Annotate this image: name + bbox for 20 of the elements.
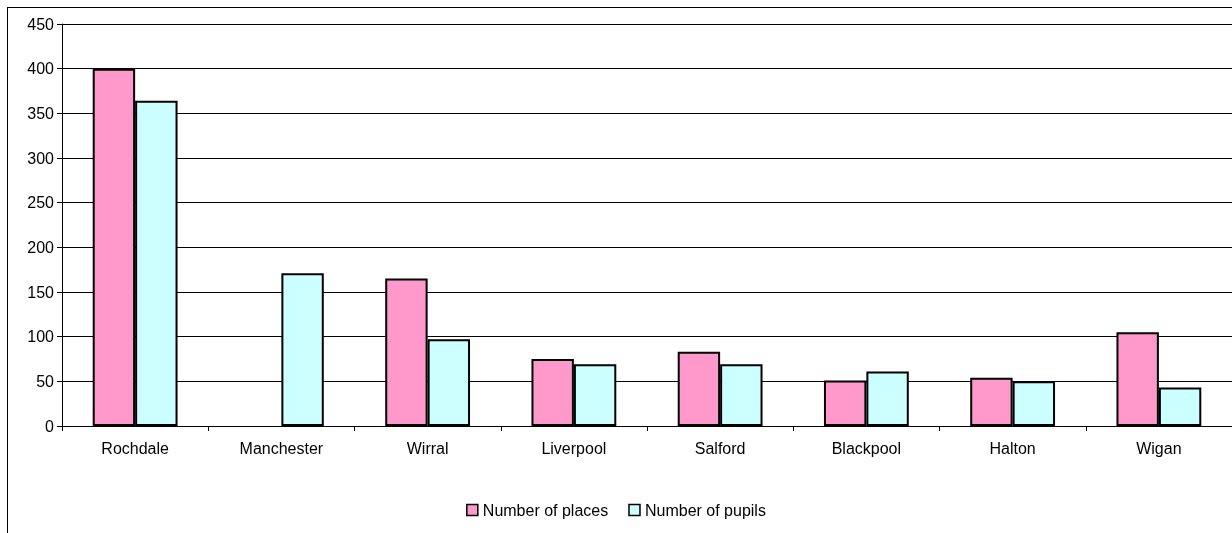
x-tick-label: Wirral	[406, 439, 449, 457]
x-tick-label: Halton	[989, 439, 1036, 457]
x-tick-label: Manchester	[239, 439, 324, 457]
legend-label: Number of pupils	[644, 501, 766, 519]
x-tick-label: Liverpool	[541, 439, 607, 457]
x-tick-label: Rochdale	[101, 439, 170, 457]
y-tick-label: 50	[36, 372, 55, 390]
y-tick-label: 350	[27, 104, 55, 122]
y-tick-label: 300	[27, 149, 55, 167]
y-tick-label: 400	[27, 60, 55, 78]
y-tick-label: 100	[27, 328, 55, 346]
y-tick-label: 150	[27, 283, 55, 301]
y-tick-label: 450	[27, 15, 55, 33]
y-tick-label: 250	[27, 194, 55, 212]
x-tick-label: Salford	[694, 439, 746, 457]
y-tick-label: 200	[27, 238, 55, 256]
x-tick-label: Blackpool	[831, 439, 902, 457]
x-tick-label: Wigan	[1136, 439, 1182, 457]
y-tick-label: 0	[45, 417, 55, 435]
legend-label: Number of places	[482, 501, 609, 519]
